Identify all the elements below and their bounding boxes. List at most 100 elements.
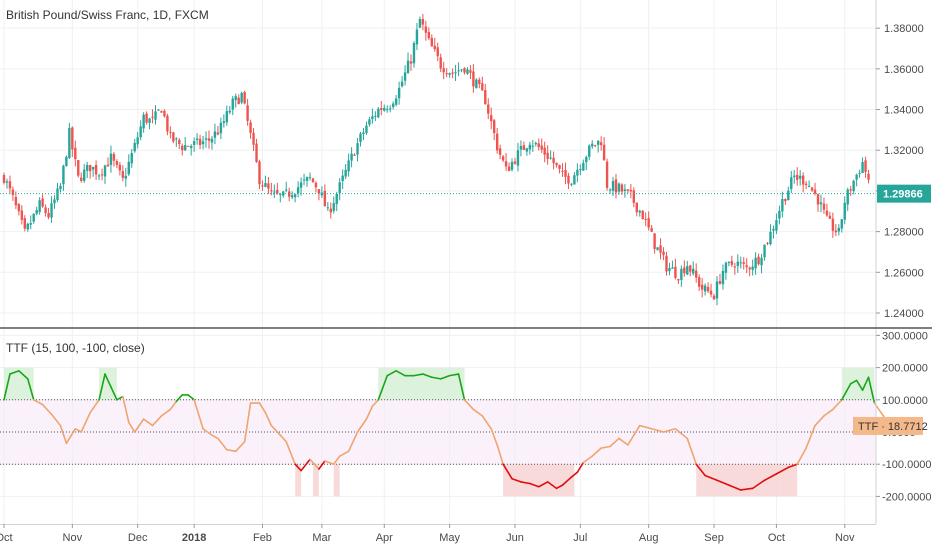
candle-body bbox=[2, 174, 6, 183]
ttf-low-zone bbox=[503, 464, 575, 497]
candle bbox=[252, 127, 255, 152]
candle bbox=[8, 175, 12, 194]
candle bbox=[635, 202, 638, 217]
candle bbox=[504, 153, 508, 171]
candle-body bbox=[148, 118, 151, 123]
candle-body bbox=[721, 270, 725, 285]
price-axis-label: 1.38000 bbox=[884, 23, 924, 35]
candle bbox=[540, 138, 543, 153]
candle-body bbox=[599, 142, 603, 146]
candle bbox=[178, 138, 181, 149]
ttf-segment bbox=[555, 484, 564, 490]
candle-body bbox=[650, 228, 653, 232]
candle bbox=[115, 159, 119, 169]
candle-body bbox=[50, 203, 53, 218]
candle bbox=[543, 141, 546, 163]
candle-body bbox=[647, 218, 650, 228]
ttf-segment bbox=[309, 458, 320, 470]
time-axis-label: Feb bbox=[253, 532, 272, 544]
ttf-segment bbox=[142, 418, 154, 427]
candle bbox=[225, 105, 229, 126]
candle bbox=[668, 262, 671, 276]
time-axis-label: Nov bbox=[835, 532, 855, 544]
ttf-segment bbox=[122, 395, 130, 424]
candles bbox=[2, 13, 870, 306]
candle bbox=[513, 157, 517, 165]
candle bbox=[573, 172, 576, 185]
ttf-segment bbox=[570, 471, 579, 478]
candle-body bbox=[308, 176, 312, 178]
candle bbox=[724, 261, 728, 280]
candle bbox=[195, 133, 199, 145]
candle-body bbox=[466, 69, 469, 74]
candle-body bbox=[742, 262, 745, 264]
candle bbox=[632, 187, 636, 208]
candle bbox=[852, 179, 855, 195]
candle-body bbox=[504, 161, 508, 167]
candle bbox=[68, 122, 71, 160]
ttf-segment bbox=[9, 370, 20, 375]
candle bbox=[778, 205, 781, 225]
ttf-segment bbox=[546, 481, 558, 490]
candle bbox=[85, 161, 89, 179]
ttf-segment bbox=[318, 460, 326, 470]
candle-body bbox=[403, 72, 407, 81]
ttf-segment bbox=[127, 421, 136, 433]
candle-body bbox=[216, 132, 220, 135]
candle-body bbox=[445, 73, 448, 75]
candle-body bbox=[172, 132, 175, 142]
candle bbox=[629, 184, 633, 199]
candle-body bbox=[611, 181, 615, 191]
candle bbox=[659, 238, 662, 260]
candle bbox=[2, 172, 6, 185]
candle bbox=[29, 215, 32, 230]
candle bbox=[576, 163, 579, 183]
candle-body bbox=[178, 139, 181, 145]
ttf-segment bbox=[371, 398, 380, 408]
candle bbox=[394, 95, 398, 107]
candle-body bbox=[522, 145, 526, 150]
candle-body bbox=[124, 175, 128, 179]
candle bbox=[142, 112, 145, 133]
candle bbox=[665, 251, 668, 276]
candle bbox=[748, 266, 751, 277]
candle-body bbox=[528, 144, 532, 150]
candle-body bbox=[332, 203, 335, 211]
ttf-segment bbox=[26, 378, 35, 401]
candle bbox=[775, 213, 778, 235]
candle bbox=[222, 114, 226, 128]
candle bbox=[288, 187, 291, 202]
candle-body bbox=[157, 109, 160, 111]
candle-body bbox=[484, 90, 487, 105]
candle-body bbox=[593, 144, 597, 146]
candle bbox=[219, 117, 223, 140]
candle-body bbox=[478, 79, 481, 84]
indicator-axis-label: 200.0000 bbox=[882, 363, 928, 375]
candle bbox=[591, 140, 594, 149]
candle-body bbox=[406, 60, 410, 74]
candle bbox=[311, 177, 315, 183]
candle bbox=[822, 197, 826, 214]
candle bbox=[760, 254, 763, 274]
candle-body bbox=[579, 168, 582, 171]
ttf-segment bbox=[3, 373, 11, 401]
ttf-segment bbox=[674, 427, 689, 440]
candle-body bbox=[189, 146, 193, 149]
time-axis-label: Jul bbox=[573, 532, 587, 544]
candle-body bbox=[418, 19, 422, 28]
ttf-segment bbox=[74, 427, 83, 433]
candle-body bbox=[454, 72, 457, 74]
candle bbox=[53, 195, 56, 209]
candle-body bbox=[389, 108, 392, 110]
candle bbox=[837, 224, 841, 236]
candle bbox=[478, 77, 481, 89]
candle bbox=[617, 182, 621, 195]
candle-body bbox=[695, 270, 698, 278]
candle-body bbox=[192, 141, 196, 145]
candle-body bbox=[617, 183, 621, 192]
candle-body bbox=[561, 170, 564, 172]
candle-body bbox=[14, 197, 18, 206]
candle bbox=[216, 125, 220, 136]
